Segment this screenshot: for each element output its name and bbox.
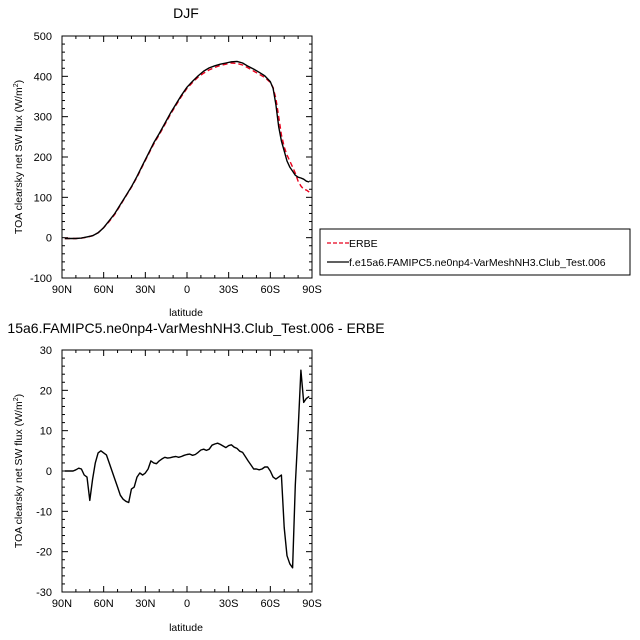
bottom-x-tick-label: 60N (94, 598, 114, 610)
bottom-x-tick-label: 60S (261, 598, 281, 610)
bottom-y-axis-title-superscript: 2 (13, 397, 20, 401)
bottom-x-tick-label: 90N (52, 598, 72, 610)
bottom-series-line-0 (64, 369, 310, 569)
top-plot-frame (61, 35, 313, 279)
bottom-y-tick-label: -10 (36, 506, 52, 518)
top-x-tick-label: 30S (219, 284, 239, 296)
top-x-tick-label: 60N (94, 284, 114, 296)
top-x-tick-label: 30N (135, 284, 155, 296)
top-y-tick-label: 0 (46, 233, 52, 245)
top-y-tick-label: 400 (34, 71, 52, 83)
bottom-x-tick-label: 90S (302, 598, 322, 610)
bottom-y-tick-label: -30 (36, 587, 52, 599)
bottom-plot-frame (61, 349, 313, 593)
bottom-y-tick-label: 30 (40, 345, 52, 357)
top-x-axis-title: latitude (169, 307, 203, 319)
bottom-panel: 15a6.FAMIPC5.ne0np4-VarMeshNH3.Club_Test… (7, 320, 384, 634)
top-y-tick-label: -100 (30, 273, 52, 285)
bottom-x-axis-title: latitude (169, 622, 203, 634)
top-panel: DJF 90N 60N 30N 0 30S 60S 90S -100 0 100 200 300 400… (13, 5, 631, 319)
top-x-tick-label: 90N (52, 284, 72, 296)
top-x-tick-label: 90S (302, 284, 322, 296)
top-y-tick-label: 500 (34, 31, 52, 43)
legend-label-erbe: ERBE (349, 238, 378, 250)
top-plot-area: 90N 60N 30N 0 30S 60S 90S -100 0 100 200 300 400 500 (30, 31, 322, 296)
bottom-y-axis-title-text: TOA clearsky net SW flux (W/m (13, 401, 25, 548)
bottom-y-tick-label: -20 (36, 547, 52, 559)
bottom-y-axis-title: TOA clearsky net SW flux (W/m2) (13, 394, 25, 548)
top-title: DJF (173, 5, 199, 21)
bottom-x-tick-label: 0 (184, 598, 190, 610)
top-x-tick-label: 60S (261, 284, 281, 296)
bottom-y-tick-label: 20 (40, 385, 52, 397)
bottom-x-tick-label: 30N (135, 598, 155, 610)
top-x-tick-label: 0 (184, 284, 190, 296)
bottom-plot-area: 90N 60N 30N 0 30S 60S 90S -30 -20 -10 0 10 20 30 (36, 345, 322, 610)
top-y-axis-title-close: ) (13, 80, 25, 84)
bottom-y-tick-label: 10 (40, 426, 52, 438)
bottom-y-axis-title-close: ) (13, 394, 25, 398)
top-series-line-1 (64, 60, 310, 240)
top-y-tick-label: 300 (34, 112, 52, 124)
top-series-line-0 (64, 62, 310, 240)
top-y-tick-label: 200 (34, 152, 52, 164)
top-y-axis-title: TOA clearsky net SW flux (W/m2) (13, 80, 25, 234)
bottom-y-tick-label: 0 (46, 466, 52, 478)
top-y-axis-title-text: TOA clearsky net SW flux (W/m (13, 87, 25, 234)
bottom-x-tick-label: 30S (219, 598, 239, 610)
legend: ERBE f.e15a6.FAMIPC5.ne0np4-VarMeshNH3.C… (319, 228, 631, 276)
top-y-tick-label: 100 (34, 192, 52, 204)
legend-box (319, 228, 631, 276)
top-y-axis-title-superscript: 2 (13, 83, 20, 87)
bottom-title: 15a6.FAMIPC5.ne0np4-VarMeshNH3.Club_Test… (7, 320, 384, 336)
legend-label-model: f.e15a6.FAMIPC5.ne0np4-VarMeshNH3.Club_T… (349, 257, 606, 269)
